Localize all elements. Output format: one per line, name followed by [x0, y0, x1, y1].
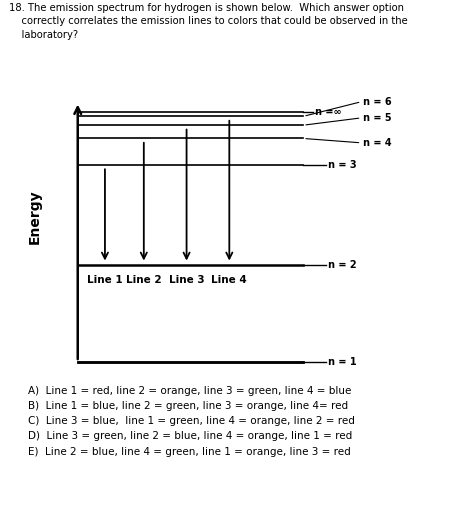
Text: Line 4: Line 4 [211, 275, 247, 285]
Text: 18. The emission spectrum for hydrogen is shown below.  Which answer option
    : 18. The emission spectrum for hydrogen i… [9, 3, 408, 40]
Text: n =∞: n =∞ [315, 107, 341, 117]
Text: n = 1: n = 1 [328, 357, 357, 367]
Text: Energy: Energy [28, 189, 42, 244]
Text: Line 3: Line 3 [169, 275, 204, 285]
Text: Line 2: Line 2 [126, 275, 162, 285]
Text: n = 2: n = 2 [328, 260, 357, 270]
Text: Line 1: Line 1 [87, 275, 123, 285]
Text: n = 4: n = 4 [364, 138, 392, 148]
Text: A)  Line 1 = red, line 2 = orange, line 3 = green, line 4 = blue
B)  Line 1 = bl: A) Line 1 = red, line 2 = orange, line 3… [28, 386, 355, 457]
Text: n = 3: n = 3 [328, 160, 357, 170]
Text: n = 5: n = 5 [364, 113, 392, 123]
Text: n = 6: n = 6 [364, 96, 392, 107]
